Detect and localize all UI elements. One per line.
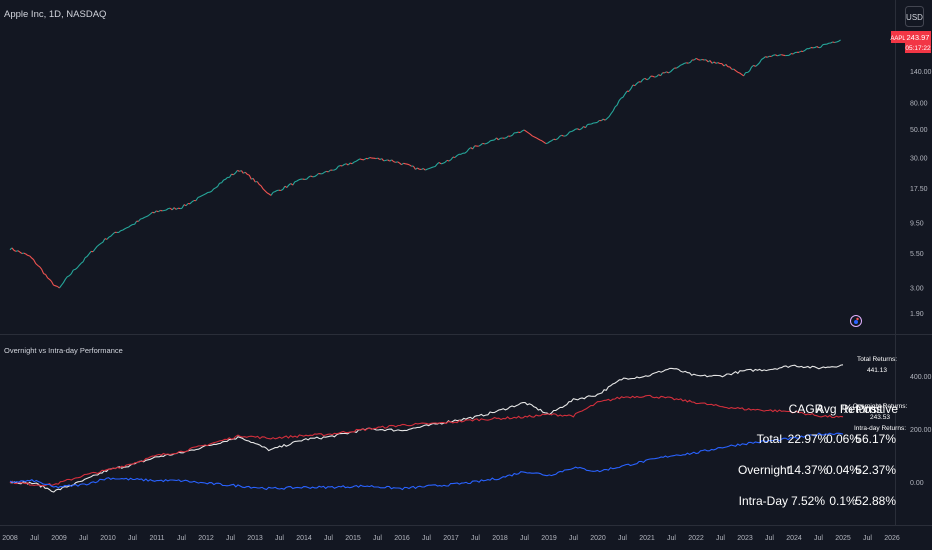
overnight-returns-label: Overnight Returns: [853, 403, 908, 410]
indicator-tick-label: 400.00 [910, 374, 932, 381]
total-returns-value: 441.13 [867, 367, 887, 374]
time-tick-month: Jul [79, 535, 88, 542]
price-tick-label: 50.00 [910, 127, 928, 134]
time-tick-month: Jul [863, 535, 872, 542]
price-tick-label: 30.00 [910, 156, 928, 163]
cell-intraday-cagr: 7.52% [791, 494, 825, 508]
cell-overnight-pos: 52.37% [855, 463, 896, 477]
cell-overnight-cagr: 14.37% [788, 463, 829, 477]
price-series [9, 39, 841, 289]
indicator-title: Overnight vs Intra-day Performance [4, 346, 123, 355]
time-tick-year: 2012 [198, 535, 214, 542]
price-line-up [9, 39, 841, 289]
overnight-returns-value: 243.53 [870, 414, 890, 421]
cell-overnight-avg: 0.04% [826, 463, 860, 477]
time-tick-year: 2021 [639, 535, 655, 542]
time-tick-year: 2024 [786, 535, 802, 542]
indicator-tick-label: 0.00 [910, 480, 924, 487]
time-tick-year: 2011 [149, 535, 164, 542]
last-price: 243.97 [907, 33, 930, 42]
time-tick-year: 2023 [737, 535, 753, 542]
intraday-returns-label: Intra-day Returns: [854, 425, 906, 432]
time-tick-year: 2018 [492, 535, 508, 542]
price-tick-label: 17.50 [910, 186, 928, 193]
cell-intraday-pos: 52.88% [855, 494, 896, 508]
price-tick-label: 5.50 [910, 251, 924, 258]
table-header-pct-positive: % Positive [842, 402, 898, 416]
row-name-intraday: Intra-Day [739, 494, 788, 508]
price-tick-label: 3.00 [910, 285, 924, 292]
time-tick-year: 2013 [247, 535, 263, 542]
price-tick-label: 9.50 [910, 220, 924, 227]
time-tick-month: Jul [226, 535, 235, 542]
indicator-tick-label: 200.00 [910, 427, 932, 434]
time-tick-year: 2022 [688, 535, 704, 542]
ticker-badge-bg [891, 31, 905, 43]
time-tick-month: Jul [422, 535, 431, 542]
time-tick-year: 2008 [2, 535, 18, 542]
row-name-overnight: Overnight [738, 463, 791, 477]
time-tick-month: Jul [275, 535, 284, 542]
table-header-avg-returns: Avg Returns [816, 402, 882, 416]
time-tick-month: Jul [814, 535, 823, 542]
cell-total-pos: 56.17% [855, 432, 896, 446]
time-tick-month: Jul [569, 535, 578, 542]
last-price-bg [905, 31, 931, 53]
time-tick-year: 2017 [443, 535, 459, 542]
price-tick-label: 1.90 [910, 311, 924, 318]
price-tick-label: 80.00 [910, 101, 928, 108]
time-tick-year: 2009 [51, 535, 67, 542]
time-tick-month: Jul [177, 535, 186, 542]
stats-table: CAGR Avg Returns % Positive Total 22.97%… [738, 402, 898, 508]
price-line-down [11, 41, 835, 289]
time-tick-month: Jul [324, 535, 333, 542]
overnight-line [9, 394, 844, 487]
price-badge: AAPL 243.97 05:17:22 [890, 31, 931, 53]
table-header-cagr: CAGR [789, 402, 824, 416]
time-tick-month: Jul [520, 535, 529, 542]
event-dot-icon [856, 317, 859, 321]
events-marker[interactable] [850, 315, 862, 327]
time-tick-year: 2010 [100, 535, 116, 542]
symbol-title: Apple Inc, 1D, NASDAQ [4, 9, 106, 20]
bar-countdown: 05:17:22 [905, 45, 931, 52]
currency-label: USD [906, 13, 923, 22]
price-axis[interactable]: 140.00 80.00 50.00 30.00 17.50 9.50 5.50 3.00 1.… [910, 69, 932, 318]
time-tick-month: Jul [30, 535, 39, 542]
total-line [9, 364, 844, 493]
price-tick-label: 140.00 [910, 69, 932, 76]
indicator-series [9, 364, 844, 493]
indicator-axis[interactable]: 400.00 200.00 0.00 [910, 374, 932, 487]
time-tick-month: Jul [765, 535, 774, 542]
cell-intraday-avg: 0.1% [829, 494, 857, 508]
total-returns-label: Total Returns: [857, 356, 897, 363]
time-tick-year: 2025 [835, 535, 851, 542]
row-name-total: Total [757, 432, 782, 446]
event-dot-icon [854, 320, 858, 324]
currency-button[interactable]: USD [905, 6, 924, 27]
intraday-line [9, 432, 844, 491]
time-tick-month: Jul [667, 535, 676, 542]
time-tick-month: Jul [373, 535, 382, 542]
cell-total-avg: 0.06% [826, 432, 860, 446]
time-tick-year: 2020 [590, 535, 606, 542]
time-tick-year: 2016 [394, 535, 410, 542]
time-tick-year: 2015 [345, 535, 361, 542]
cell-total-cagr: 22.97% [788, 432, 829, 446]
time-tick-month: Jul [471, 535, 480, 542]
time-tick-year: 2019 [541, 535, 557, 542]
ticker-badge: AAPL [890, 36, 906, 42]
time-tick-year: 2026 [884, 535, 900, 542]
time-tick-month: Jul [716, 535, 725, 542]
time-axis[interactable]: 2008 Jul 2009 Jul 2010 Jul 2011 Jul 2012 Jul 2013 J… [2, 535, 900, 542]
time-tick-month: Jul [128, 535, 137, 542]
time-tick-month: Jul [618, 535, 627, 542]
time-tick-year: 2014 [296, 535, 312, 542]
